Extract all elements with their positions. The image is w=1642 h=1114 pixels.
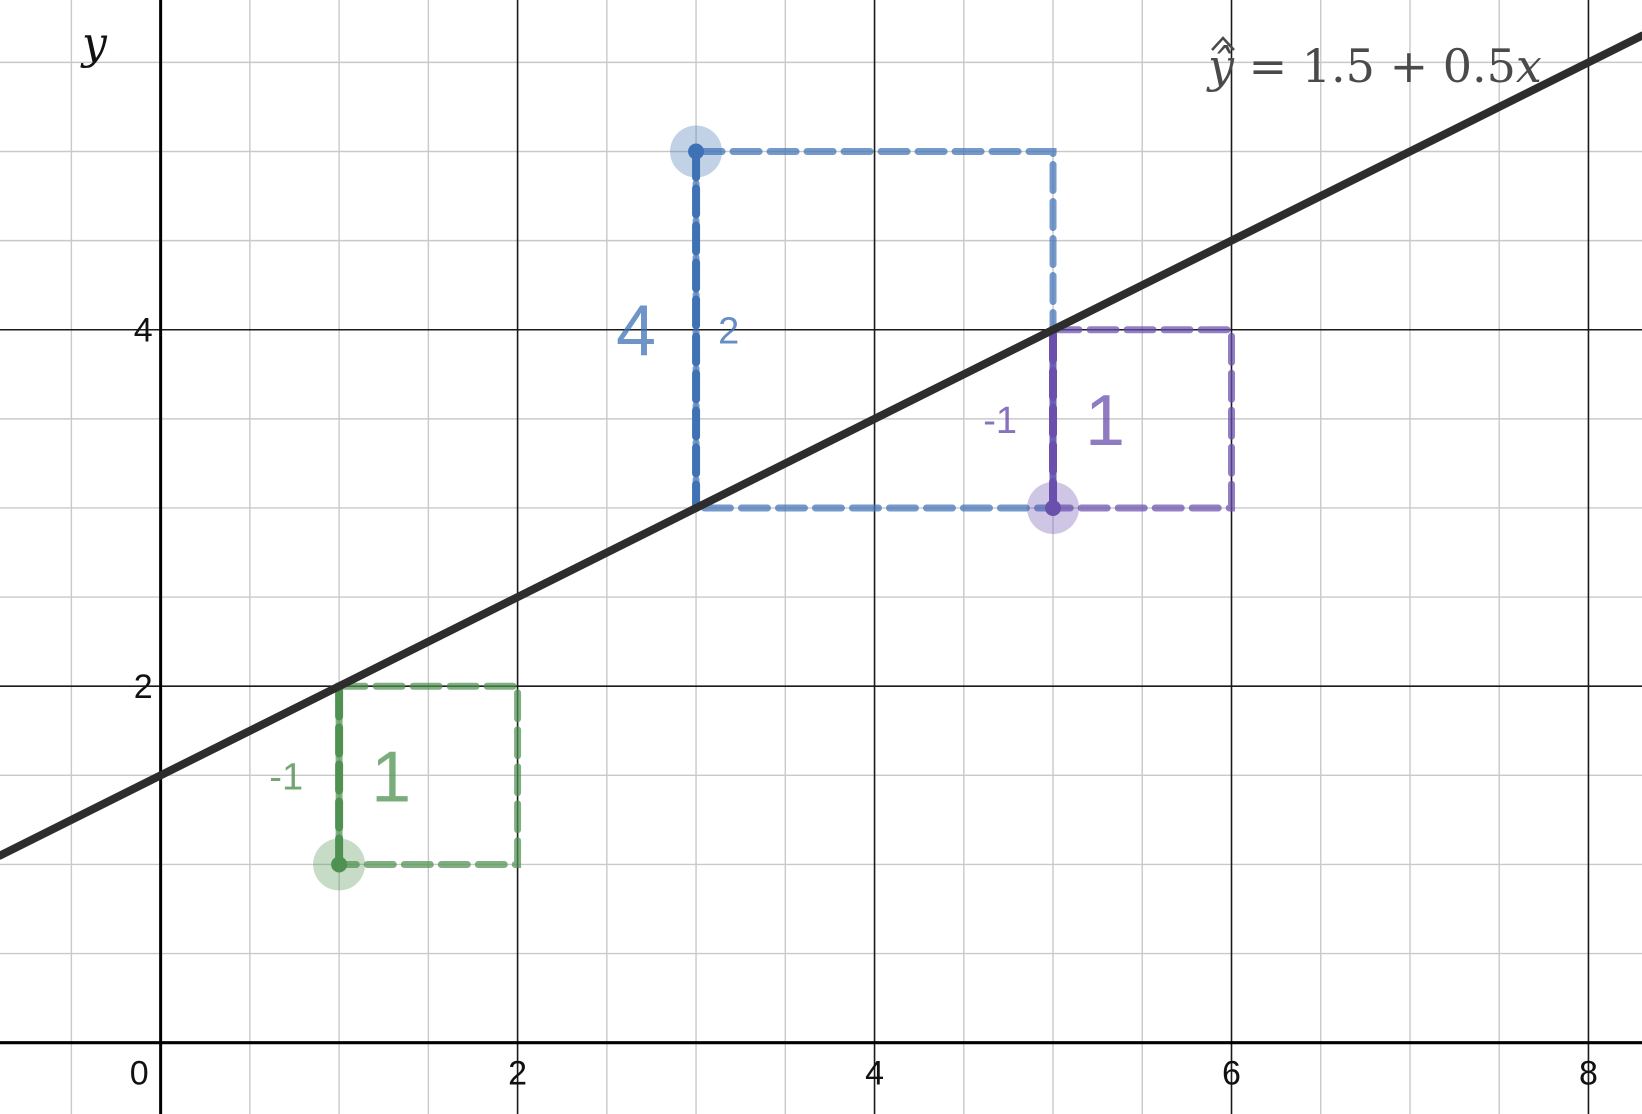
y-tick-label: 2 [134, 668, 153, 706]
equation-body: = 1.5 + 0.5 [1234, 39, 1516, 93]
residual-label: 2 [718, 311, 739, 353]
equation-var: x [1516, 39, 1542, 93]
x-tick-label: 8 [1579, 1055, 1598, 1093]
residual-square [1049, 326, 1235, 512]
residual-label: -1 [983, 400, 1017, 442]
data-point [331, 856, 348, 873]
chart-labels: 0 2 4 6 8 2 4 -1 1 2 4 -1 1 [130, 36, 1598, 1093]
regression-equation: ŷ = 1.5 + 0.5x [1206, 39, 1542, 93]
equation-lhs: ŷ [1206, 39, 1235, 93]
data-point [688, 143, 705, 160]
regression-line-group [0, 31, 1642, 860]
x-tick-label: 6 [1222, 1055, 1241, 1093]
x-tick-label: 0 [130, 1055, 149, 1093]
data-point [1045, 499, 1062, 516]
y-tick-label: 4 [134, 312, 153, 350]
x-tick-label: 2 [508, 1055, 527, 1093]
x-tick-label: 4 [865, 1055, 884, 1093]
y-axis-title: y [80, 18, 108, 69]
square-area-label: 1 [371, 737, 411, 817]
residual-square [335, 682, 522, 868]
residual-label: -1 [269, 756, 303, 798]
square-area-label: 1 [1085, 381, 1125, 461]
data-points [313, 125, 1080, 891]
equation-hat-mark [1211, 36, 1235, 51]
square-area-label: 4 [616, 292, 656, 372]
regression-line [0, 31, 1642, 860]
